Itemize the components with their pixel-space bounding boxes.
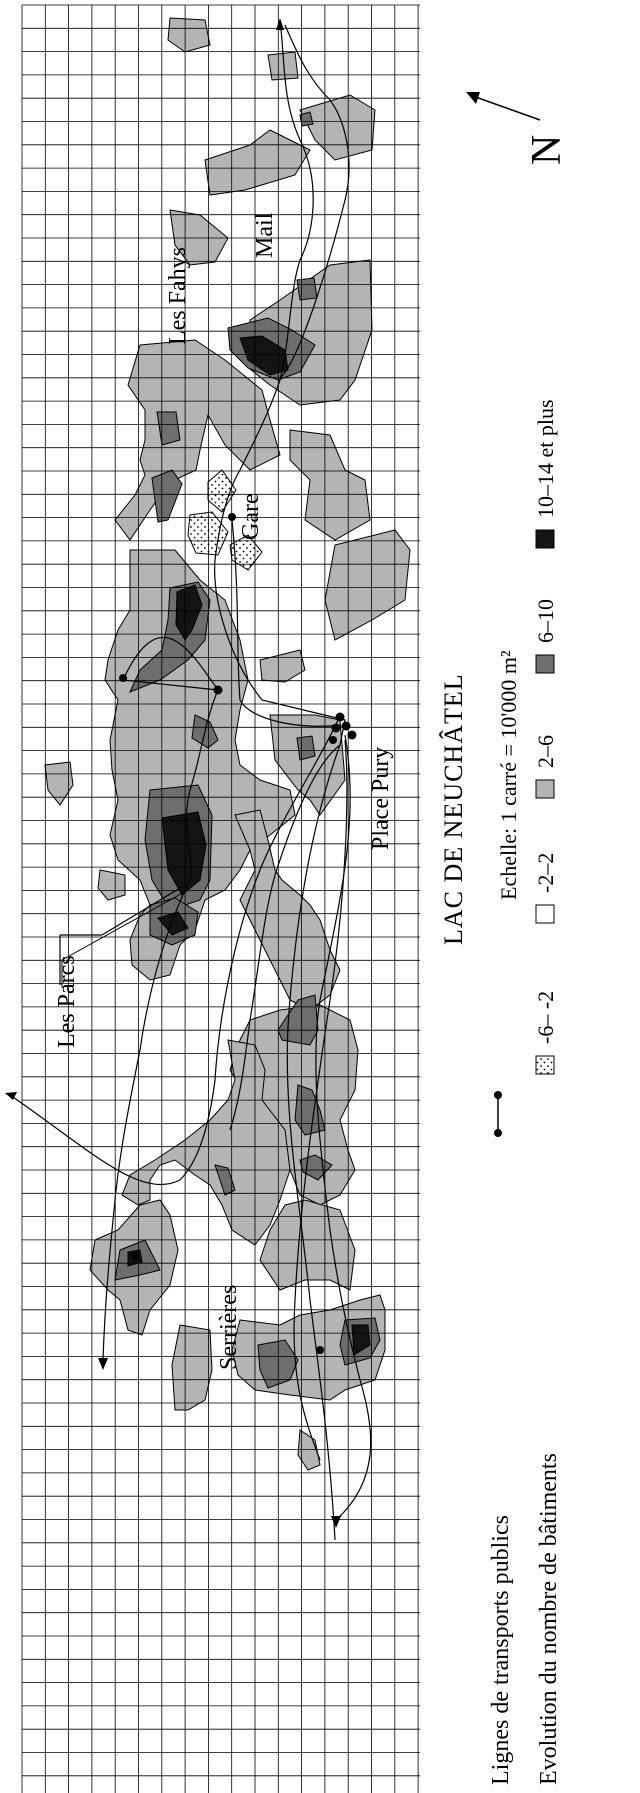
transport-stops bbox=[119, 513, 357, 1354]
legend-class-6-10: 6–10 bbox=[533, 599, 558, 643]
stop-pury-2 bbox=[341, 721, 351, 731]
stop-serrieres-north bbox=[131, 1252, 139, 1260]
legend: Lignes de transports publics Evolution d… bbox=[488, 399, 562, 1785]
legend-evolution-label: Evolution du nombre de bâtiments bbox=[536, 1453, 562, 1785]
stop-parcs-central bbox=[213, 685, 223, 695]
areas-class-10-14 bbox=[127, 335, 371, 1356]
map-grid bbox=[21, 4, 420, 1793]
legend-class-10-14: 10–14 et plus bbox=[533, 399, 558, 518]
place-label-gare: Gare bbox=[238, 493, 264, 540]
legend-transport-label: Lignes de transports publics bbox=[488, 1515, 514, 1785]
stop-pury-5 bbox=[329, 736, 337, 744]
legend-swatch-minus6-minus2 bbox=[535, 1055, 555, 1075]
stop-parcs-north bbox=[119, 674, 127, 682]
les-parcs-leader-line bbox=[61, 889, 189, 988]
stop-pury-1 bbox=[335, 712, 345, 722]
stop-pury-3 bbox=[331, 723, 341, 733]
lake-title: LAC DE NEUCHÂTEL bbox=[439, 673, 468, 945]
transport-arrowheads bbox=[5, 18, 341, 1528]
legend-class-minus6-minus2: -6– -2 bbox=[533, 991, 558, 1044]
place-label-place-pury: Place Pury bbox=[368, 747, 394, 850]
legend-swatch-minus2-2 bbox=[535, 904, 555, 924]
scale-text: Echelle: 1 carré = 10'000 m² bbox=[496, 650, 521, 900]
north-letter: N bbox=[524, 135, 570, 165]
stop-serrieres-south bbox=[316, 1346, 324, 1354]
legend-swatch-10-14 bbox=[535, 529, 555, 549]
legend-swatch-2-6 bbox=[535, 779, 555, 799]
legend-class-minus2-2: -2–2 bbox=[533, 853, 558, 893]
public-transport-lines bbox=[9, 19, 372, 1541]
legend-class-2-6: 2–6 bbox=[533, 735, 558, 768]
legend-swatch-6-10 bbox=[535, 654, 555, 674]
place-label-serrieres: Serrières bbox=[216, 1285, 242, 1370]
place-label-les-fahys: Les Fahys bbox=[165, 247, 191, 345]
place-label-les-parcs: Les Parcs bbox=[54, 955, 80, 1048]
place-label-mail: Mail bbox=[252, 212, 278, 258]
stop-gare bbox=[228, 513, 236, 521]
stop-pury-4 bbox=[347, 730, 357, 740]
north-arrow: N bbox=[466, 92, 570, 165]
